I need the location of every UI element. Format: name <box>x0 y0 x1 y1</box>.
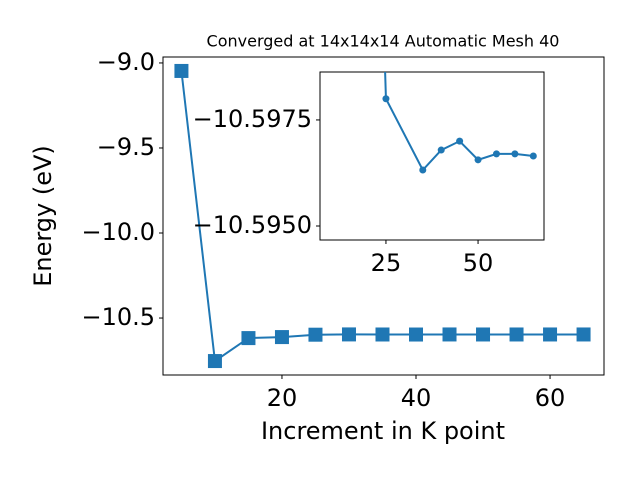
marker <box>409 327 424 342</box>
x-tick-label: 20 <box>267 384 298 412</box>
x-tick-label: 25 <box>371 249 402 277</box>
marker <box>576 327 591 342</box>
marker <box>419 166 427 174</box>
marker <box>456 137 464 145</box>
y-tick-label: −10.5950 <box>193 211 312 239</box>
marker <box>241 331 256 346</box>
marker <box>207 354 222 369</box>
y-tick-label: −10.0 <box>81 218 155 246</box>
x-tick-label: 50 <box>463 249 494 277</box>
marker <box>308 327 323 342</box>
y-tick-label: −9.5 <box>97 133 155 161</box>
y-tick-label: −9.0 <box>97 48 155 76</box>
y-axis-label: Energy (eV) <box>29 145 57 287</box>
chart-title: Converged at 14x14x14 Automatic Mesh 40 <box>207 32 560 51</box>
marker <box>509 327 524 342</box>
marker <box>543 327 558 342</box>
marker <box>437 146 445 154</box>
x-axis-label: Increment in K point <box>261 417 505 445</box>
x-tick-label: 40 <box>401 384 432 412</box>
marker <box>375 327 390 342</box>
plot-area <box>319 71 545 241</box>
marker <box>382 95 390 103</box>
marker <box>174 63 189 78</box>
marker <box>442 327 457 342</box>
y-tick-label: −10.5 <box>81 303 155 331</box>
marker <box>476 327 491 342</box>
marker <box>274 330 289 345</box>
marker <box>492 150 500 158</box>
marker <box>341 327 356 342</box>
line <box>384 72 534 172</box>
marker <box>474 156 482 164</box>
series <box>382 72 537 174</box>
y-tick-label: −10.5975 <box>193 105 312 133</box>
marker <box>511 150 519 158</box>
x-tick-label: 60 <box>535 384 566 412</box>
marker <box>529 152 537 160</box>
plot-area <box>162 56 605 376</box>
series <box>174 63 591 369</box>
